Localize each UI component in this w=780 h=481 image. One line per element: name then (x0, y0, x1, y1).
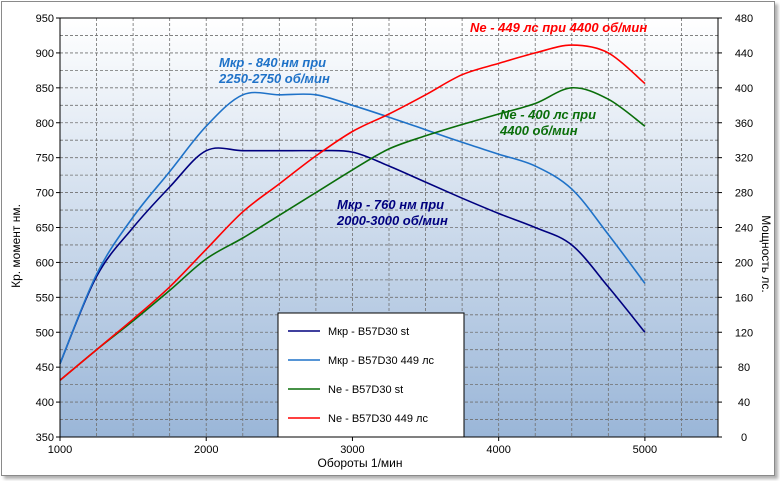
series-power-st (59, 86, 646, 381)
right-tick-label: 480 (735, 13, 753, 25)
x-tick-label: 4000 (486, 444, 510, 456)
series-power-449 (59, 44, 646, 381)
left-tick-label: 950 (36, 13, 54, 25)
x-axis-label: Обороты 1/мин (317, 456, 402, 470)
legend-label: Мкр - B57D30 449 лс (328, 355, 435, 367)
right-tick-label: 400 (735, 83, 753, 95)
left-tick-label: 400 (36, 397, 54, 409)
left-tick-label: 900 (36, 48, 54, 60)
left-tick-label: 850 (36, 83, 54, 95)
y-axis-right-label: Мощность лс. (759, 215, 773, 292)
right-tick-label: 120 (735, 327, 753, 339)
left-tick-label: 800 (36, 118, 54, 130)
x-tick-label: 3000 (340, 444, 364, 456)
right-tick-label: 80 (738, 362, 750, 374)
legend-label: Мкр - B57D30 st (328, 326, 409, 338)
annotation-torque-449: Мкр - 840 нм при 2250-2750 об/мин (218, 55, 330, 86)
series-lines (59, 44, 646, 381)
left-tick-label: 700 (36, 188, 54, 200)
series-torque-449 (59, 91, 646, 365)
x-axis-ticks: 1000 2000 3000 4000 5000 (48, 437, 657, 456)
x-tick-label: 5000 (633, 444, 657, 456)
right-tick-label: 320 (735, 153, 753, 165)
legend-label: Ne - B57D30 449 лс (328, 413, 428, 425)
right-axis-ticks: 0 40 80 120 160 200 240 280 320 360 400 440 480 (718, 13, 753, 444)
left-tick-label: 600 (36, 257, 54, 269)
left-tick-label: 500 (36, 327, 54, 339)
left-tick-label: 550 (36, 292, 54, 304)
series-torque-st (59, 147, 646, 365)
annotation-power-449: Ne - 449 лс при 4400 об/мин (470, 20, 647, 35)
legend: Мкр - B57D30 st Мкр - B57D30 449 лс Ne - B… (277, 312, 465, 438)
left-axis-ticks: 350 400 450 500 550 600 650 700 750 800 850 900 950 (36, 13, 60, 444)
right-tick-label: 240 (735, 223, 753, 235)
legend-label: Ne - B57D30 st (328, 384, 403, 396)
right-tick-label: 160 (735, 292, 753, 304)
left-tick-label: 350 (36, 432, 54, 444)
left-tick-label: 750 (36, 153, 54, 165)
x-tick-label: 1000 (48, 444, 72, 456)
y-axis-left-label: Кр. момент нм. (9, 204, 23, 288)
x-tick-label: 2000 (194, 444, 218, 456)
annotation-power-st: Ne - 400 лс при 4400 об/мин (499, 107, 600, 138)
right-tick-label: 200 (735, 257, 753, 269)
right-tick-label: 360 (735, 118, 753, 130)
right-tick-label: 40 (738, 397, 750, 409)
right-tick-label: 280 (735, 188, 753, 200)
left-tick-label: 650 (36, 223, 54, 235)
left-tick-label: 450 (36, 362, 54, 374)
right-tick-label: 440 (735, 48, 753, 60)
annotation-torque-st: Мкр - 760 нм при 2000-3000 об/мин (336, 197, 448, 228)
right-tick-label: 0 (741, 432, 747, 444)
